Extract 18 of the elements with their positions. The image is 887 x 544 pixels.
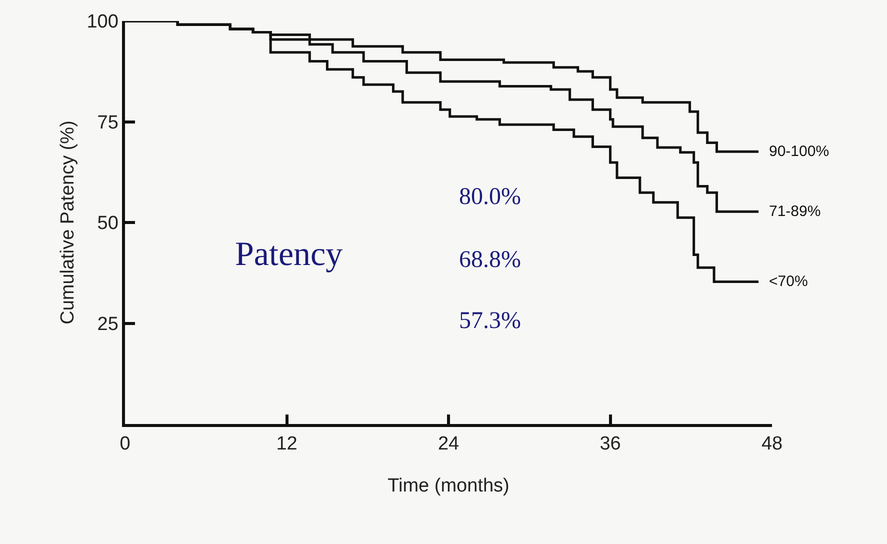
- annotation: 68.8%: [459, 247, 521, 273]
- x-tick-label: 24: [438, 434, 460, 455]
- y-tick-label: 100: [86, 12, 118, 33]
- y-tick-label: 25: [97, 314, 118, 335]
- x-tick-label: 0: [120, 434, 130, 455]
- annotation: Patency: [235, 236, 343, 273]
- series-label: 71-89%: [769, 203, 821, 220]
- series-label: <70%: [769, 273, 808, 290]
- annotation: 80.0%: [459, 184, 521, 210]
- x-tick-label: 36: [600, 434, 621, 455]
- x-axis-title: Time (months): [388, 475, 510, 496]
- series-label: 90-100%: [769, 143, 830, 160]
- annotation: 57.3%: [459, 308, 521, 334]
- y-tick-label: 50: [97, 213, 118, 234]
- x-tick-label: 48: [761, 434, 783, 455]
- y-axis-title: Cumulative Patency (%): [58, 120, 79, 324]
- x-tick-label: 12: [276, 434, 298, 455]
- y-tick-label: 75: [97, 112, 118, 134]
